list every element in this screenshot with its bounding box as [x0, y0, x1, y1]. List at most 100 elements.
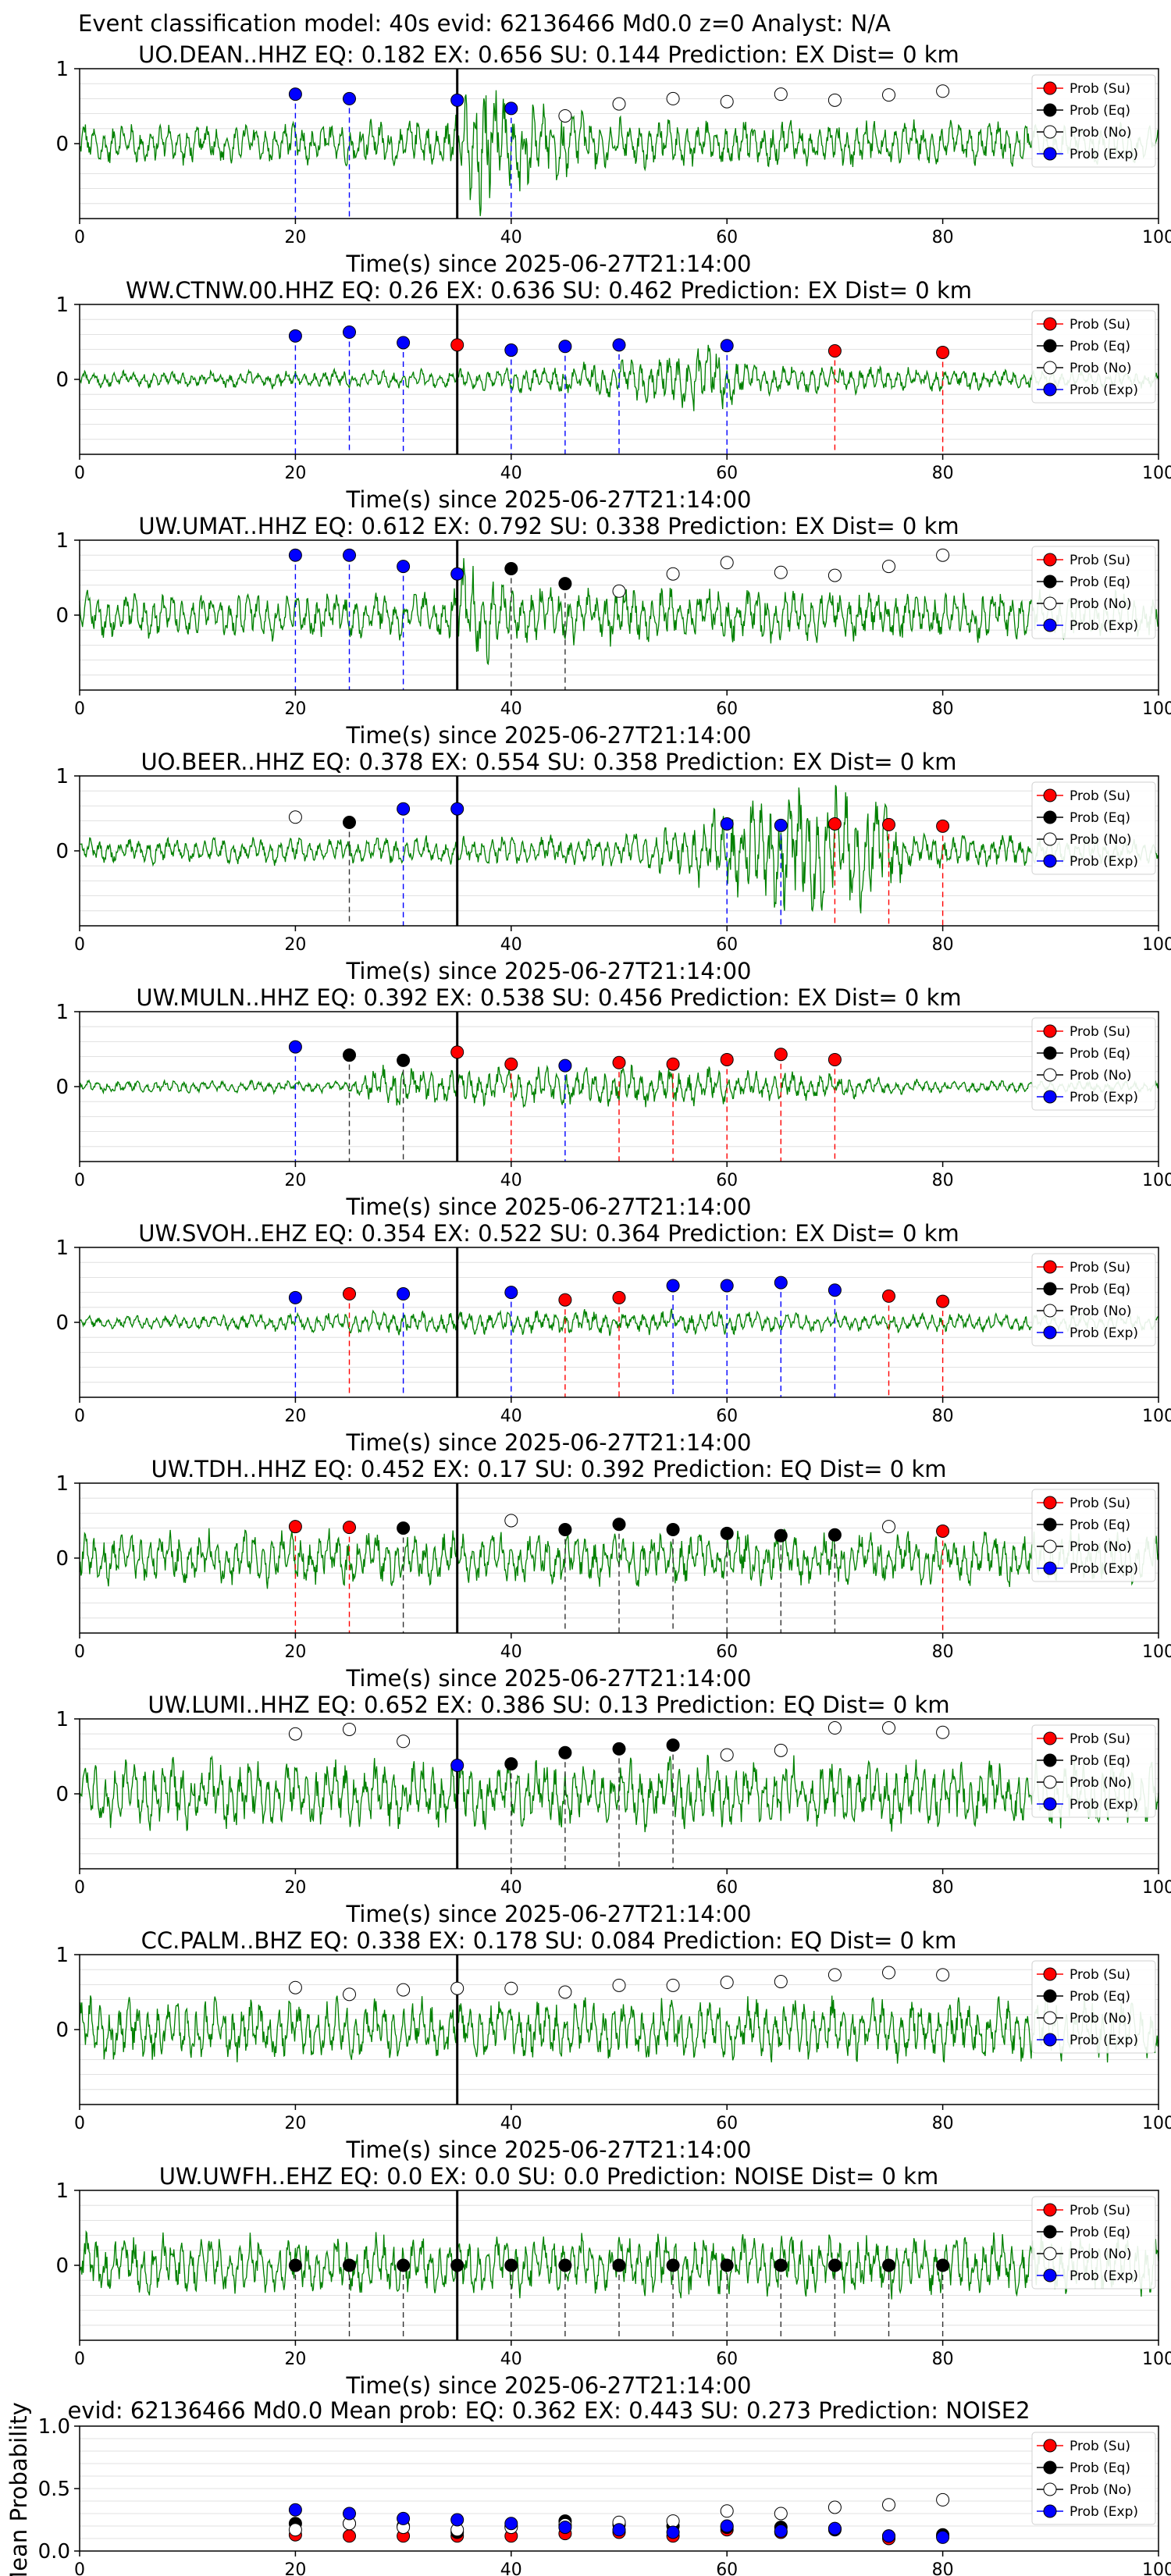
legend-label-exp: Prob (Exp) [1070, 1797, 1138, 1813]
legend-marker-su [1043, 1967, 1057, 1981]
x-tick-label-0: 0 [74, 2114, 85, 2133]
prob-point-su [828, 817, 842, 831]
x-tick-label-0: 0 [74, 1878, 85, 1898]
prob-point-no [774, 1743, 788, 1757]
y-tick-label: 1 [55, 1708, 69, 1731]
prob-point-eq [343, 816, 356, 830]
panel-xlabel: Time(s) since 2025-06-27T21:14:00 [346, 1194, 752, 1220]
panel-xlabel: Time(s) since 2025-06-27T21:14:00 [346, 958, 752, 984]
panel-title: UW.UMAT..HHZ EQ: 0.612 EX: 0.792 SU: 0.3… [138, 513, 959, 539]
prob-point-no [612, 1978, 626, 1992]
x-tick-label-60: 60 [716, 1171, 738, 1190]
prob-point-no [882, 560, 895, 574]
x-tick-label-100: 100 [1142, 464, 1171, 483]
prob-point-eq [612, 1517, 626, 1532]
legend-marker-no [1043, 2011, 1057, 2025]
x-tick-label-20: 20 [284, 2114, 306, 2133]
x-tick-label-20: 20 [284, 228, 306, 247]
legend-marker-eq [1043, 1517, 1057, 1532]
y-tick-label: 0 [55, 133, 69, 156]
prob-point-eq [397, 2258, 411, 2272]
panel-title: UW.MULN..HHZ EQ: 0.392 EX: 0.538 SU: 0.4… [136, 984, 961, 1011]
prob-point-su [612, 1055, 626, 1069]
mean-point-exp [666, 2525, 680, 2539]
prob-point-su [828, 1052, 842, 1066]
legend-marker-su [1043, 1260, 1057, 1274]
legend-label-eq: Prob (Eq) [1070, 1282, 1130, 1297]
y-tick-label: 0 [55, 1547, 69, 1571]
prob-point-eq [343, 1048, 356, 1062]
prob-point-eq [558, 1523, 572, 1537]
legend-label-exp: Prob (Exp) [1070, 1561, 1138, 1577]
x-tick-label-20: 20 [284, 2350, 306, 2369]
x-tick-label-20: 20 [284, 1407, 306, 1426]
x-tick-label-100: 100 [1142, 2560, 1171, 2576]
mean-point-su [343, 2529, 356, 2543]
panel-xlabel: Time(s) since 2025-06-27T21:14:00 [346, 1901, 752, 1927]
y-tick-label: 1.0 [38, 2415, 70, 2439]
legend-label-eq: Prob (Eq) [1070, 575, 1130, 590]
x-tick-label-20: 20 [284, 1878, 306, 1898]
x-tick-label-0: 0 [74, 2560, 85, 2576]
prob-point-no [774, 1975, 788, 1989]
mean-point-exp [774, 2524, 788, 2538]
prob-point-no [450, 1981, 464, 1995]
mean-ylabel: Mean Probability [5, 2402, 32, 2576]
prob-point-exp [397, 560, 411, 574]
legend-label-eq: Prob (Eq) [1070, 810, 1130, 826]
prob-point-no [612, 584, 626, 598]
prob-point-no [882, 1721, 895, 1735]
panel-xlabel: Time(s) since 2025-06-27T21:14:00 [346, 722, 752, 749]
panel-xlabel: Time(s) since 2025-06-27T21:14:00 [346, 1429, 752, 1456]
x-tick-label-40: 40 [500, 699, 522, 719]
legend-marker-exp [1043, 854, 1057, 868]
prob-point-eq [397, 1053, 411, 1067]
legend-marker-no [1043, 2247, 1057, 2261]
x-tick-label-80: 80 [932, 935, 954, 955]
panel-title: UW.UWFH..EHZ EQ: 0.0 EX: 0.0 SU: 0.0 Pre… [159, 2163, 938, 2190]
legend-box [1031, 2432, 1156, 2525]
prob-point-no [720, 556, 734, 570]
x-tick-label-100: 100 [1142, 1642, 1171, 1662]
x-tick-label-0: 0 [74, 228, 85, 247]
legend-marker-no [1043, 1068, 1057, 1082]
legend-label-eq: Prob (Eq) [1070, 1046, 1130, 1062]
legend-box [1031, 546, 1156, 639]
prob-point-eq [774, 2258, 788, 2272]
y-tick-label: 0 [55, 2019, 69, 2042]
legend-label-su: Prob (Su) [1070, 788, 1130, 804]
legend-marker-eq [1043, 1282, 1057, 1296]
prob-point-exp [828, 1283, 842, 1297]
y-tick-label: 0 [55, 840, 69, 863]
legend-marker-no [1043, 125, 1057, 139]
legend-label-exp: Prob (Exp) [1070, 2033, 1138, 2048]
waveform-trace [79, 785, 1159, 914]
prob-point-exp [288, 548, 302, 562]
legend-marker-exp [1043, 382, 1057, 397]
prob-point-no [666, 1978, 680, 1992]
prob-point-exp [397, 1287, 411, 1301]
x-tick-label-0: 0 [74, 699, 85, 719]
prob-point-no [288, 1727, 302, 1741]
x-tick-label-0: 0 [74, 464, 85, 483]
panel-xlabel: Time(s) since 2025-06-27T21:14:00 [346, 1665, 752, 1692]
legend-label-exp: Prob (Exp) [1070, 1325, 1138, 1341]
x-tick-label-100: 100 [1142, 2114, 1171, 2133]
x-tick-label-80: 80 [932, 1407, 954, 1426]
legend-marker-su [1043, 2439, 1057, 2453]
mean-point-no [288, 2523, 302, 2537]
prob-point-eq [666, 1523, 680, 1537]
legend-marker-su [1043, 317, 1057, 331]
legend-marker-no [1043, 1539, 1057, 1553]
legend-box [1031, 310, 1156, 404]
prob-point-no [774, 87, 788, 101]
legend-marker-su [1043, 788, 1057, 802]
x-tick-label-80: 80 [932, 464, 954, 483]
prob-point-no [720, 1976, 734, 1990]
y-tick-label: 0 [55, 1311, 69, 1335]
prob-point-exp [288, 87, 302, 101]
waveform-trace [79, 557, 1159, 666]
